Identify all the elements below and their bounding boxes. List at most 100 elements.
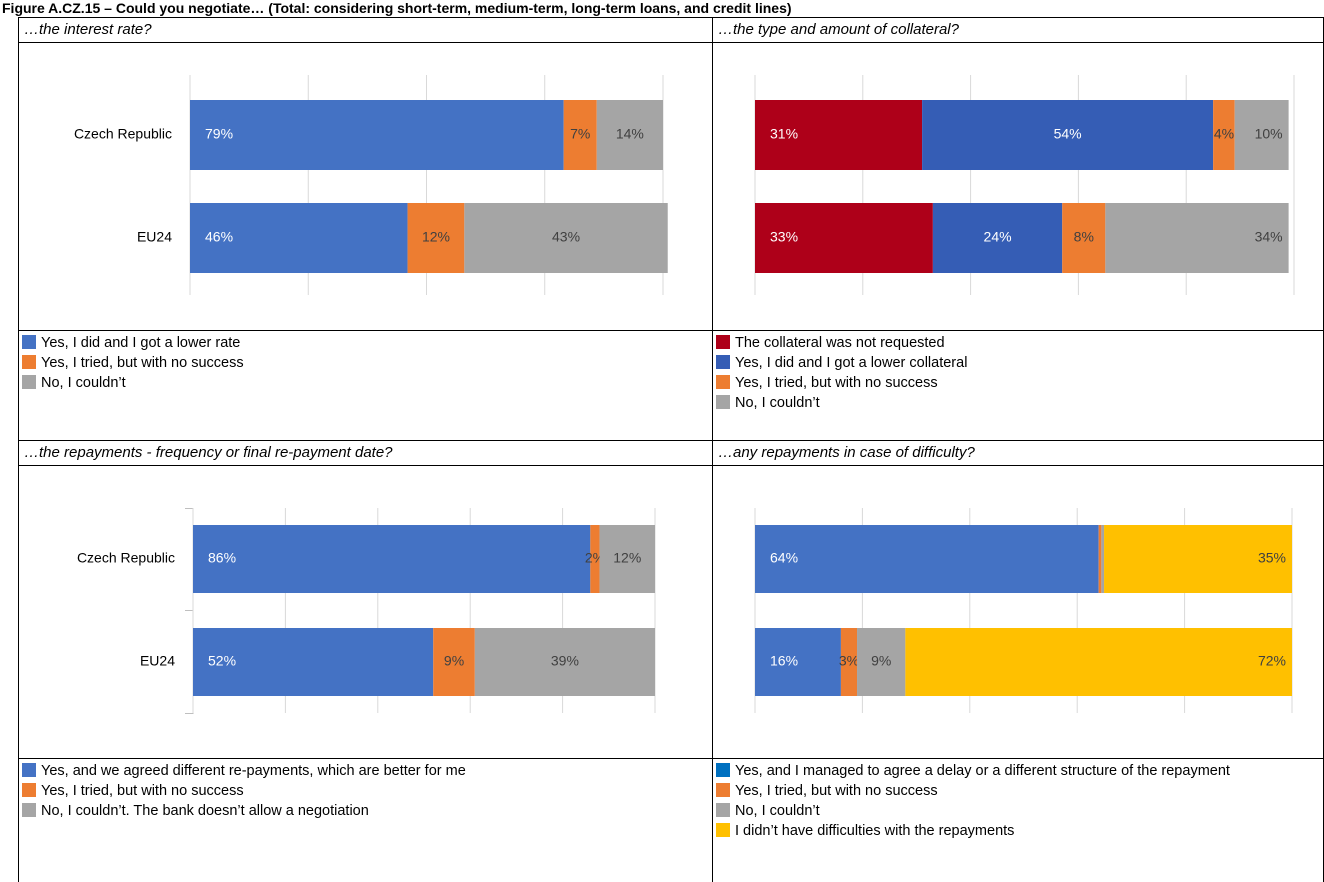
bar-segment: [599, 525, 655, 593]
bar-segment: [932, 203, 1063, 273]
bar-segment: [1234, 100, 1289, 170]
data-label: 12%: [613, 550, 641, 566]
data-label: 34%: [1255, 229, 1283, 245]
legend-item: Yes, and we agreed different re-payments…: [22, 761, 708, 781]
legend-label: Yes, and we agreed different re-payments…: [41, 763, 466, 779]
bar-segment: [590, 525, 600, 593]
bar-segment: [1101, 525, 1105, 593]
data-label: 8%: [1074, 229, 1094, 245]
legend-label: No, I couldn’t. The bank doesn’t allow a…: [41, 803, 369, 819]
legend-label: Yes, I did and I got a lower collateral: [735, 355, 968, 371]
legend-label: Yes, I tried, but with no success: [735, 375, 938, 391]
bar-segment: [1098, 525, 1102, 593]
panel-title: …the interest rate?: [24, 21, 152, 38]
legend-item: No, I couldn’t. The bank doesn’t allow a…: [22, 801, 708, 821]
legend-item: No, I couldn’t: [22, 373, 708, 393]
legend-label: Yes, I tried, but with no success: [735, 783, 938, 799]
data-label: 12%: [422, 229, 450, 245]
legend-label: Yes, I did and I got a lower rate: [41, 335, 241, 351]
bar-segment: [922, 100, 1214, 170]
category-label: EU24: [140, 653, 175, 669]
bar-segment: [563, 100, 597, 170]
legend-item: Yes, I did and I got a lower collateral: [716, 353, 1320, 373]
bar-segment: [755, 100, 923, 170]
legend-item: I didn’t have difficulties with the repa…: [716, 821, 1320, 841]
bar-segment: [474, 628, 655, 696]
panel-title: …the type and amount of collateral?: [718, 21, 959, 38]
legend-item: Yes, and I managed to agree a delay or a…: [716, 761, 1320, 781]
bar-segment: [1104, 525, 1292, 593]
bar-segment: [1062, 203, 1106, 273]
legend-label: The collateral was not requested: [735, 335, 945, 351]
panel-title: …any repayments in case of difficulty?: [718, 444, 975, 461]
legend-swatch: [22, 355, 36, 369]
legend-label: No, I couldn’t: [735, 395, 820, 411]
legend-item: Yes, I tried, but with no success: [716, 781, 1320, 801]
legend-label: Yes, I tried, but with no success: [41, 783, 244, 799]
data-label: 7%: [570, 126, 590, 142]
data-label: 46%: [205, 229, 233, 245]
legend-swatch: [22, 803, 36, 817]
bar-segment: [905, 628, 1292, 696]
legend-item: No, I couldn’t: [716, 801, 1320, 821]
bar-segment: [755, 525, 1099, 593]
bar-segment: [433, 628, 475, 696]
panel-title: …the repayments - frequency or final re-…: [24, 444, 393, 461]
data-label: 33%: [770, 229, 798, 245]
legend: Yes, and we agreed different re-payments…: [22, 761, 708, 821]
legend-item: Yes, I tried, but with no success: [22, 781, 708, 801]
legend-label: No, I couldn’t: [41, 375, 126, 391]
legend-item: The collateral was not requested: [716, 333, 1320, 353]
data-label: 14%: [616, 126, 644, 142]
data-label: 31%: [770, 126, 798, 142]
data-label: 72%: [1258, 653, 1286, 669]
legend: The collateral was not requested Yes, I d…: [716, 333, 1320, 413]
bar-segment: [193, 525, 591, 593]
legend-swatch: [22, 335, 36, 349]
bar-segment: [193, 628, 434, 696]
data-label: 9%: [871, 653, 891, 669]
legend-swatch: [22, 763, 36, 777]
legend-label: Yes, I tried, but with no success: [41, 355, 244, 371]
legend-swatch: [716, 375, 730, 389]
data-label: 4%: [1214, 126, 1234, 142]
legend-label: I didn’t have difficulties with the repa…: [735, 823, 1015, 839]
bar-segment: [190, 203, 408, 273]
data-label: 54%: [1054, 126, 1082, 142]
bar-segment: [1105, 203, 1289, 273]
legend-swatch: [716, 335, 730, 349]
data-label: 39%: [551, 653, 579, 669]
data-label: 86%: [208, 550, 236, 566]
category-label: Czech Republic: [74, 126, 172, 142]
category-label: Czech Republic: [77, 550, 175, 566]
legend-swatch: [716, 395, 730, 409]
data-label: 35%: [1258, 550, 1286, 566]
data-label: 3%: [839, 653, 859, 669]
category-label: EU24: [137, 229, 172, 245]
bar-segment: [857, 628, 906, 696]
bar-segment: [1213, 100, 1235, 170]
data-label: 9%: [444, 653, 464, 669]
legend-swatch: [716, 803, 730, 817]
legend-item: No, I couldn’t: [716, 393, 1320, 413]
legend-swatch: [716, 763, 730, 777]
figure-title: Figure A.CZ.15 – Could you negotiate… (T…: [2, 0, 792, 16]
legend-item: Yes, I did and I got a lower rate: [22, 333, 708, 353]
data-label: 16%: [770, 653, 798, 669]
data-label: 64%: [770, 550, 798, 566]
legend-swatch: [716, 783, 730, 797]
bar-segment: [190, 100, 564, 170]
data-label: 52%: [208, 653, 236, 669]
legend: Yes, and I managed to agree a delay or a…: [716, 761, 1320, 841]
bar-segment: [596, 100, 663, 170]
legend: Yes, I did and I got a lower rate Yes, I …: [22, 333, 708, 393]
legend-swatch: [716, 823, 730, 837]
legend-swatch: [22, 783, 36, 797]
data-label: 10%: [1255, 126, 1283, 142]
data-label: 24%: [984, 229, 1012, 245]
bar-segment: [464, 203, 668, 273]
bar-segment: [840, 628, 858, 696]
bar-segment: [755, 628, 841, 696]
